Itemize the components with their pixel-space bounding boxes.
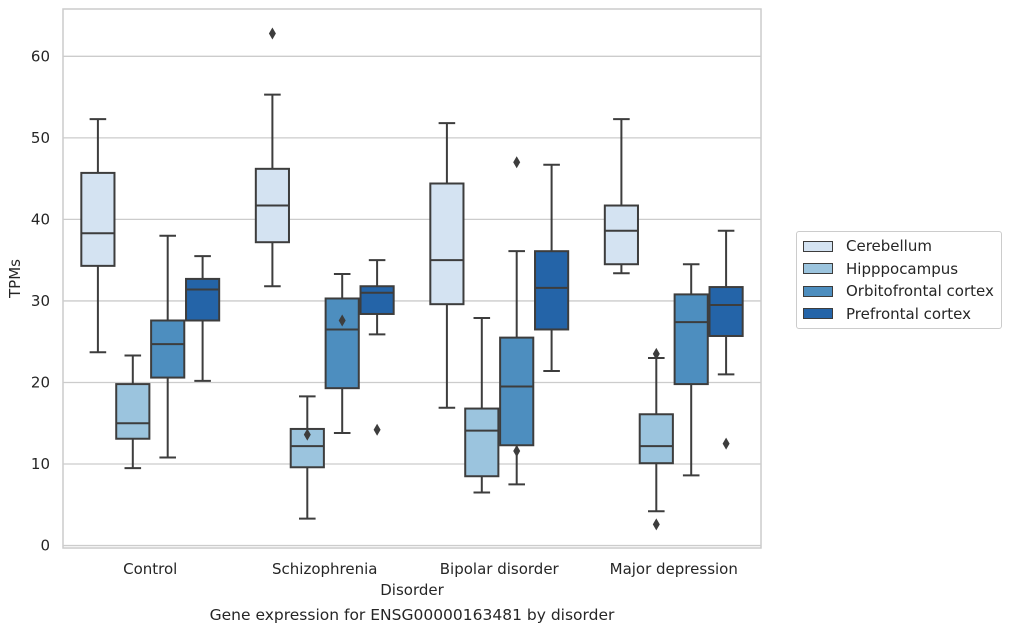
outlier-point <box>303 428 311 441</box>
x-axis-label: Disorder <box>380 581 444 599</box>
y-tick-label: 20 <box>31 373 50 391</box>
x-tick-label: Schizophrenia <box>272 560 377 578</box>
box-orbitofrontal-cortex <box>150 234 186 459</box>
iqr-box <box>708 286 744 337</box>
box-groups <box>80 27 744 531</box>
box-hipppocampus <box>289 395 325 520</box>
box-hipppocampus <box>115 354 151 470</box>
x-tick-label: Major depression <box>610 560 738 578</box>
y-tick-label: 50 <box>31 129 50 147</box>
iqr-box <box>499 336 535 447</box>
legend-swatch <box>803 285 833 297</box>
box-cerebellum <box>254 27 290 288</box>
legend-swatch <box>803 263 833 275</box>
outlier-point <box>722 437 730 450</box>
legend-item: Cerebellum <box>797 235 1001 258</box>
box-prefrontal-cortex <box>359 259 395 436</box>
iqr-box <box>324 297 360 390</box>
iqr-box <box>429 182 465 306</box>
box-prefrontal-cortex <box>534 163 570 373</box>
box-prefrontal-cortex <box>185 255 221 382</box>
outlier-point <box>513 156 521 169</box>
y-tick-label: 30 <box>31 292 50 310</box>
box-orbitofrontal-cortex <box>499 156 535 486</box>
iqr-box <box>464 407 500 478</box>
legend-label: Orbitofrontal cortex <box>846 282 994 301</box>
y-tick-label: 10 <box>31 455 50 473</box>
x-tick-label: Control <box>123 560 177 578</box>
outlier-point <box>513 444 521 457</box>
outlier-point <box>268 27 276 40</box>
axis-ticks: 0 10 20 30 40 50 60 Control Schizophrenia Bipolar… <box>31 47 738 578</box>
box-cerebellum <box>603 118 639 275</box>
iqr-box <box>115 383 151 440</box>
legend-label: Cerebellum <box>846 237 932 256</box>
plot-frame <box>62 8 762 549</box>
legend-swatch <box>803 308 833 320</box>
legend-swatch <box>803 240 833 252</box>
iqr-box <box>150 319 186 379</box>
iqr-box <box>638 413 674 465</box>
box-hipppocampus <box>464 317 500 494</box>
gridlines <box>63 55 761 547</box>
legend-item: Prefrontal cortex <box>797 303 1001 326</box>
legend-label: Hipppocampus <box>846 259 959 278</box>
y-axis-label: TPMs <box>6 259 24 299</box>
legend-label: Prefrontal cortex <box>846 304 971 323</box>
iqr-box <box>80 171 116 267</box>
outlier-point <box>373 423 381 436</box>
legend-item: Hipppocampus <box>797 258 1001 281</box>
iqr-box <box>603 204 639 266</box>
box-hipppocampus <box>638 347 674 531</box>
iqr-box <box>673 293 709 386</box>
box-cerebellum <box>80 118 116 354</box>
iqr-box <box>359 285 395 315</box>
chart-caption: Gene expression for ENSG00000163481 by d… <box>209 606 615 624</box>
y-tick-label: 60 <box>31 47 50 65</box>
outlier-point <box>652 347 660 360</box>
box-orbitofrontal-cortex <box>324 273 360 435</box>
x-tick-label: Bipolar disorder <box>440 560 560 578</box>
box-cerebellum <box>429 122 465 409</box>
legend-item: Orbitofrontal cortex <box>797 280 1001 303</box>
box-prefrontal-cortex <box>708 229 744 450</box>
iqr-box <box>185 277 221 322</box>
box-orbitofrontal-cortex <box>673 263 709 477</box>
outlier-point <box>338 314 346 327</box>
outlier-point <box>652 518 660 531</box>
iqr-box <box>534 250 570 331</box>
y-tick-label: 0 <box>40 537 50 555</box>
legend: Cerebellum Hipppocampus Orbitofrontal co… <box>796 231 1002 329</box>
y-tick-label: 40 <box>31 210 50 228</box>
